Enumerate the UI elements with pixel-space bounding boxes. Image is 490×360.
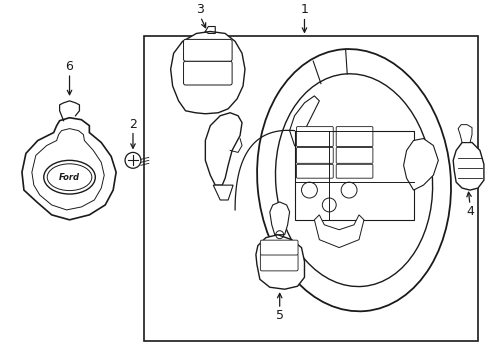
FancyBboxPatch shape: [296, 164, 333, 178]
Polygon shape: [404, 139, 439, 190]
Ellipse shape: [275, 74, 433, 287]
Ellipse shape: [257, 49, 451, 311]
Polygon shape: [171, 31, 245, 114]
Polygon shape: [22, 118, 116, 220]
FancyBboxPatch shape: [296, 127, 333, 147]
FancyBboxPatch shape: [296, 148, 333, 163]
Polygon shape: [453, 143, 484, 190]
FancyBboxPatch shape: [260, 254, 298, 271]
Text: 1: 1: [300, 3, 308, 16]
Text: 2: 2: [129, 118, 137, 131]
FancyBboxPatch shape: [336, 148, 373, 163]
Bar: [294, 131, 414, 220]
Polygon shape: [205, 113, 242, 185]
Polygon shape: [256, 235, 304, 289]
Text: 3: 3: [196, 3, 204, 16]
Text: 4: 4: [466, 206, 474, 219]
FancyBboxPatch shape: [184, 61, 232, 85]
Text: 6: 6: [66, 60, 74, 73]
Polygon shape: [213, 185, 233, 200]
Text: 5: 5: [276, 310, 284, 323]
Polygon shape: [270, 202, 290, 235]
FancyBboxPatch shape: [336, 164, 373, 178]
FancyBboxPatch shape: [260, 240, 298, 255]
Ellipse shape: [44, 160, 96, 194]
Polygon shape: [458, 125, 472, 143]
Text: Ford: Ford: [59, 173, 80, 182]
Bar: [144, 36, 478, 341]
Ellipse shape: [47, 164, 92, 190]
FancyBboxPatch shape: [336, 127, 373, 147]
Polygon shape: [315, 215, 364, 248]
Circle shape: [125, 152, 141, 168]
FancyBboxPatch shape: [184, 39, 232, 61]
